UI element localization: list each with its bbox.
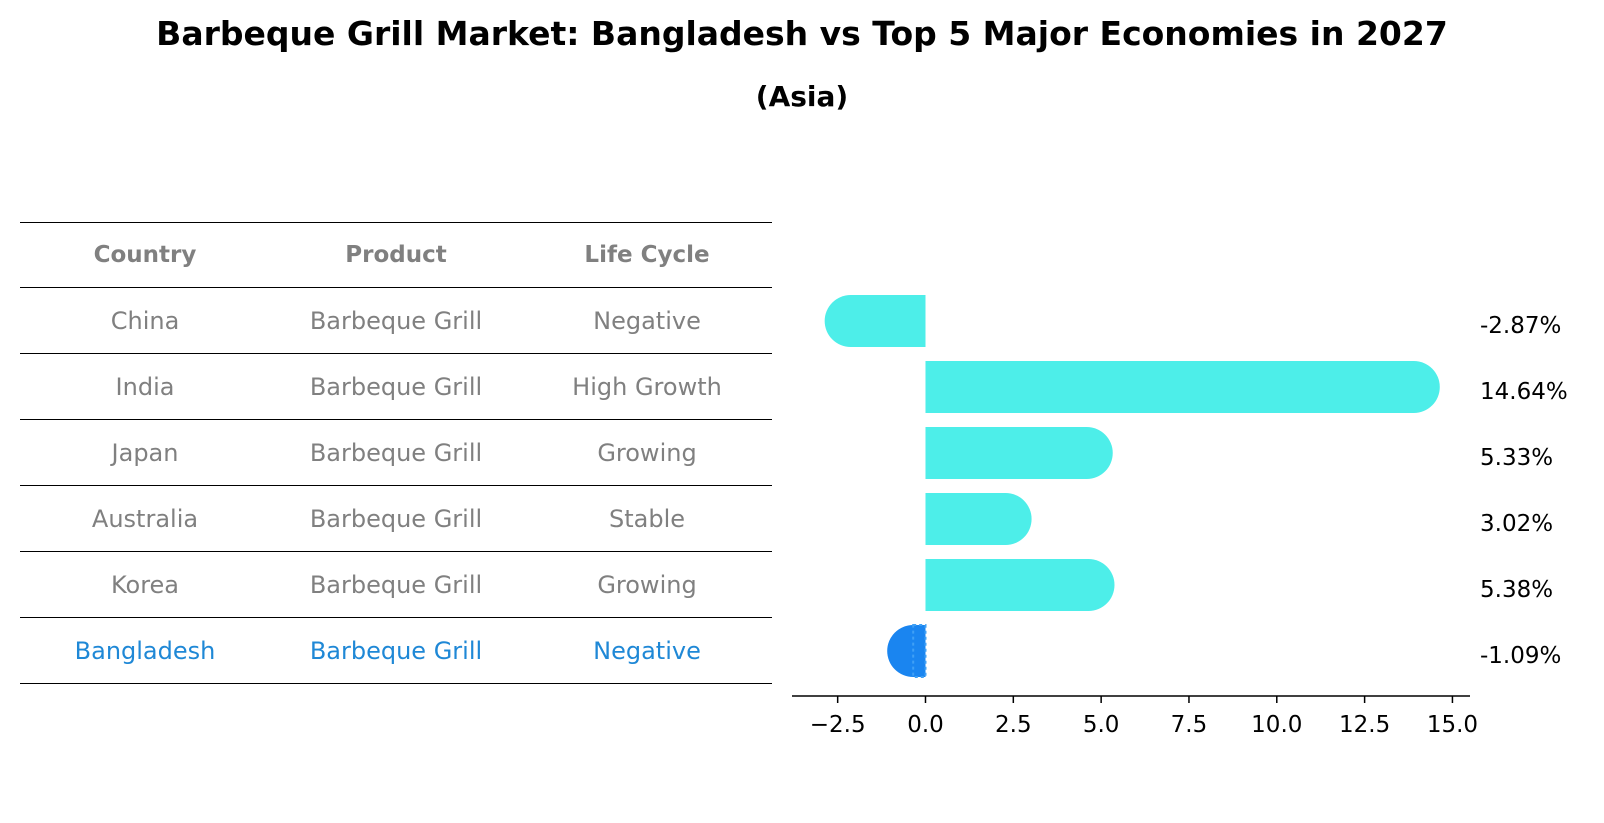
header-product: Product [345, 242, 447, 268]
cell-country: India [115, 372, 175, 401]
value-label: -1.09% [1480, 643, 1561, 669]
table-row: Korea Barbeque Grill Growing [20, 552, 772, 618]
table-row: India Barbeque Grill High Growth [20, 354, 772, 420]
x-tick-label: −2.5 [810, 712, 866, 738]
x-tick-label: 0.0 [907, 712, 944, 738]
cell-life-cycle: Negative [593, 306, 701, 335]
x-tick-label: 7.5 [1171, 712, 1208, 738]
chart-title: Barbeque Grill Market: Bangladesh vs Top… [156, 14, 1448, 53]
cell-product: Barbeque Grill [309, 570, 483, 599]
x-tick-label: 5.0 [1083, 712, 1120, 738]
value-label: 5.38% [1480, 577, 1553, 603]
cell-product: Barbeque Grill [309, 372, 483, 401]
value-label: 3.02% [1480, 511, 1553, 537]
bar-china [824, 295, 926, 347]
cell-product: Barbeque Grill [309, 438, 483, 467]
cell-life-cycle: Negative [593, 636, 701, 665]
value-label: 5.33% [1480, 445, 1553, 471]
table-row: China Barbeque Grill Negative [20, 288, 772, 354]
bar-australia [925, 493, 1032, 545]
cell-country: Japan [111, 438, 179, 467]
bar-japan [925, 427, 1113, 479]
bar-bangladesh [887, 625, 926, 677]
bar-india [925, 361, 1440, 413]
chart-subtitle: (Asia) [755, 80, 849, 113]
bar-korea [925, 559, 1115, 611]
bar-highlight-outline [912, 624, 927, 678]
header-life-cycle: Life Cycle [584, 242, 710, 268]
table-row: Australia Barbeque Grill Stable [20, 486, 772, 552]
x-tick-label: 15.0 [1427, 712, 1478, 738]
cell-life-cycle: High Growth [572, 372, 722, 401]
cell-country: Korea [110, 570, 180, 599]
cell-product: Barbeque Grill [309, 636, 483, 665]
cell-life-cycle: Growing [597, 570, 697, 599]
cell-country: Australia [91, 504, 199, 533]
value-label: -2.87% [1480, 313, 1561, 339]
cell-product: Barbeque Grill [309, 306, 483, 335]
country-table: Country Product Life Cycle China Barbequ… [20, 222, 772, 684]
x-tick-label: 2.5 [995, 712, 1032, 738]
cell-life-cycle: Stable [608, 504, 686, 533]
table-header-row: Country Product Life Cycle [20, 222, 772, 288]
table-row-highlight: Bangladesh Barbeque Grill Negative [20, 618, 772, 684]
table-row: Japan Barbeque Grill Growing [20, 420, 772, 486]
value-label: 14.64% [1480, 379, 1568, 405]
x-tick-label: 12.5 [1339, 712, 1390, 738]
cell-country: China [110, 306, 180, 335]
header-country: Country [93, 242, 197, 268]
cell-life-cycle: Growing [597, 438, 697, 467]
cell-country: Bangladesh [74, 636, 216, 665]
cell-product: Barbeque Grill [309, 504, 483, 533]
x-tick-label: 10.0 [1251, 712, 1302, 738]
